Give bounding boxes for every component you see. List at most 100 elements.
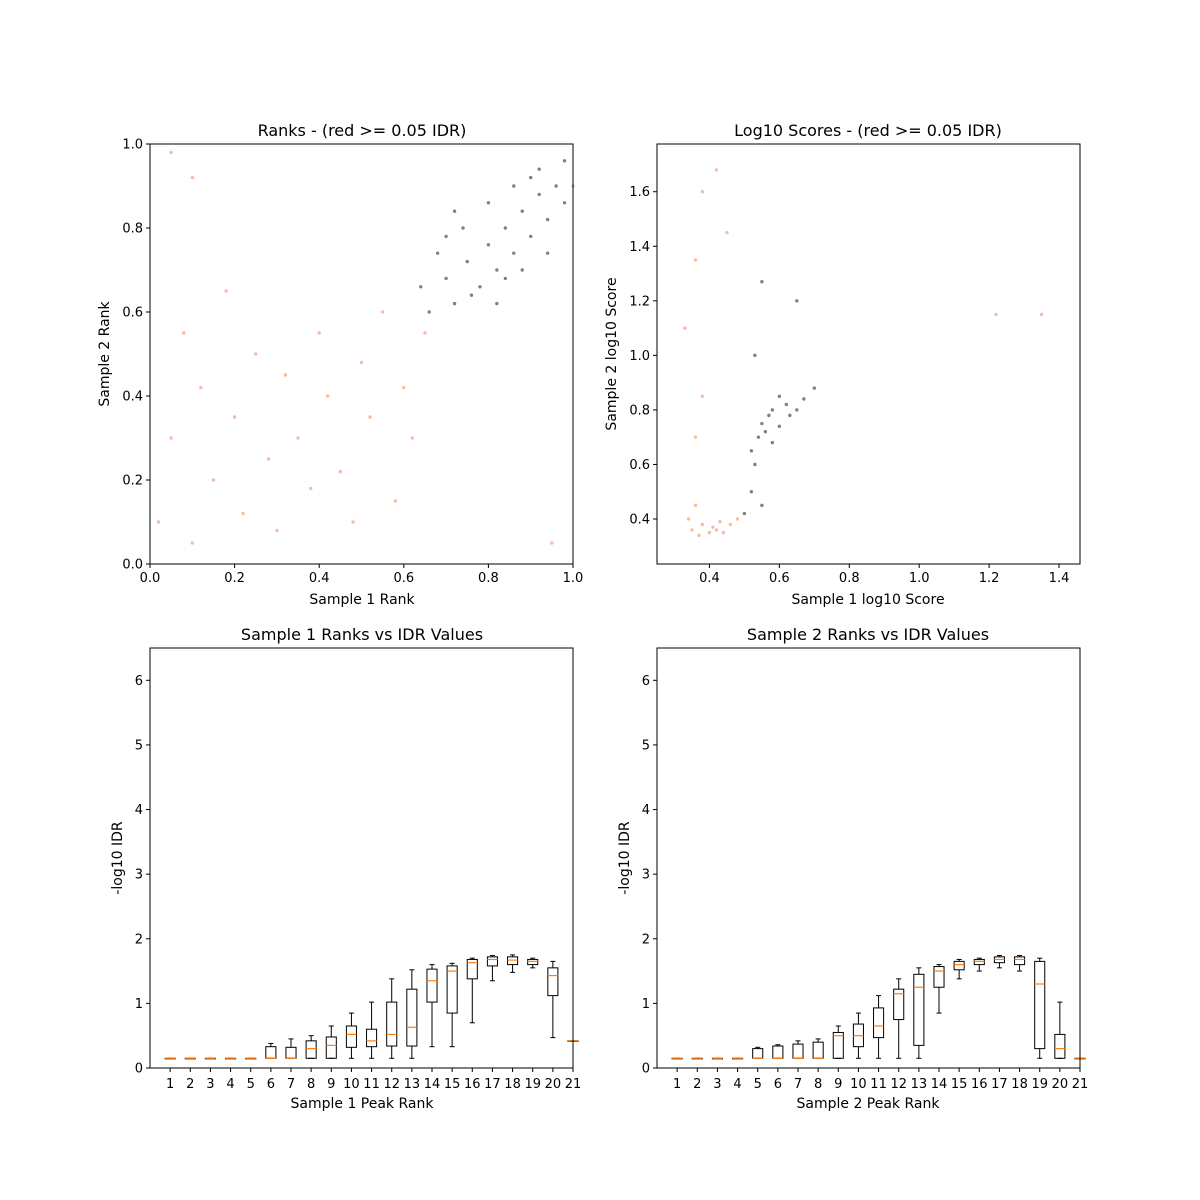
box-body bbox=[893, 988, 905, 1021]
scatter-point-1-1-13 bbox=[693, 258, 698, 262]
scatter-point-0-1-11 bbox=[275, 528, 279, 533]
box-8 bbox=[305, 1035, 317, 1059]
scatter-point-1-1-0 bbox=[690, 528, 694, 532]
sample2-idr-boxplot-panel: Sample 2 Ranks vs IDR Values 1 2 3 4 5 6 7 8 9 10… bbox=[617, 625, 1088, 1112]
scatter-point-0-0-4 bbox=[478, 285, 482, 289]
y-tick-label: 0.2 bbox=[122, 474, 143, 489]
x-tick-label: 0.6 bbox=[393, 571, 414, 586]
scatter-point-0-1-13 bbox=[296, 436, 300, 440]
scatter-point-0-0-15 bbox=[435, 251, 440, 255]
box-9 bbox=[832, 1025, 844, 1059]
x-tick-label: 18 bbox=[1011, 1077, 1028, 1092]
scatter-point-1-0-17 bbox=[777, 394, 782, 398]
box-1 bbox=[671, 1057, 683, 1060]
x-tick-label: 19 bbox=[524, 1077, 541, 1092]
scatter-point-0-0-10 bbox=[529, 234, 533, 239]
box-body bbox=[466, 958, 478, 980]
scatter-point-1-0-7 bbox=[770, 408, 775, 412]
scatter-point-0-0-5 bbox=[486, 243, 491, 247]
scatter-point-1-0-1 bbox=[749, 490, 754, 494]
box-12 bbox=[893, 978, 905, 1059]
y-tick-label: 0.4 bbox=[122, 390, 143, 405]
box-body bbox=[446, 965, 458, 1014]
ranks-title: Ranks - (red >= 0.05 IDR) bbox=[258, 121, 467, 140]
box-12 bbox=[386, 978, 398, 1059]
scatter-point-0-0-13 bbox=[554, 184, 558, 188]
x-tick-label: 21 bbox=[565, 1077, 582, 1092]
box-body bbox=[933, 966, 945, 988]
x-tick-label: 1 bbox=[673, 1077, 681, 1092]
scatter-point-0-1-26 bbox=[169, 150, 173, 155]
box-body bbox=[873, 1007, 885, 1039]
scatter-point-1-0-11 bbox=[795, 408, 799, 412]
scatter-point-0-1-22 bbox=[393, 499, 398, 503]
box-body bbox=[792, 1043, 804, 1059]
box-16 bbox=[973, 957, 985, 972]
box-body bbox=[1014, 956, 1026, 966]
scatter-point-0-0-12 bbox=[545, 217, 550, 222]
box-5 bbox=[245, 1057, 257, 1060]
scatter-point-1-0-12 bbox=[802, 397, 806, 401]
scatter-point-1-1-10 bbox=[686, 517, 691, 521]
scatter-point-1-1-17 bbox=[700, 394, 705, 398]
scatter-point-1-1-9 bbox=[735, 517, 740, 521]
scatter-point-1-0-15 bbox=[760, 503, 764, 508]
scatter-point-0-0-17 bbox=[486, 201, 491, 205]
x-tick-label: 14 bbox=[931, 1077, 948, 1092]
x-tick-label: 9 bbox=[327, 1077, 335, 1092]
x-tick-label: 0.0 bbox=[140, 571, 161, 586]
scatter-point-1-0-0 bbox=[742, 511, 747, 516]
box-body bbox=[285, 1046, 297, 1059]
y-tick-label: 1 bbox=[642, 997, 650, 1012]
scatter-point-0-0-11 bbox=[537, 192, 541, 197]
scatter-point-0-1-6 bbox=[224, 289, 228, 293]
scatter-point-1-1-3 bbox=[707, 530, 712, 535]
log10-scores-title: Log10 Scores - (red >= 0.05 IDR) bbox=[734, 121, 1002, 140]
scatter-point-0-0-18 bbox=[512, 184, 516, 188]
y-tick-label: 0.6 bbox=[122, 306, 143, 321]
ranks-ylabel: Sample 2 Rank bbox=[97, 300, 113, 406]
scatter-point-1-1-4 bbox=[711, 525, 715, 529]
box-7 bbox=[792, 1040, 804, 1059]
box-body bbox=[486, 956, 498, 967]
scatter-point-1-0-4 bbox=[760, 421, 764, 426]
scatter-point-1-0-8 bbox=[777, 424, 782, 428]
scatter-point-0-0-3 bbox=[465, 259, 469, 264]
x-tick-label: 19 bbox=[1031, 1077, 1048, 1092]
y-tick-label: 1.0 bbox=[122, 138, 143, 153]
box-2 bbox=[184, 1057, 196, 1060]
y-tick-label: 2 bbox=[135, 932, 143, 947]
scatter-point-0-1-1 bbox=[169, 436, 173, 440]
scatter-point-0-0-24 bbox=[520, 268, 524, 272]
scatter-point-1-0-16 bbox=[770, 440, 775, 445]
box-20 bbox=[547, 960, 559, 1039]
box-20 bbox=[1054, 1001, 1066, 1059]
box-14 bbox=[426, 964, 438, 1048]
box-body bbox=[953, 960, 965, 971]
y-tick-label: 0 bbox=[642, 1062, 650, 1077]
scatter-point-1-1-16 bbox=[725, 230, 729, 235]
scatter-point-0-1-24 bbox=[410, 436, 414, 440]
scatter-point-0-1-3 bbox=[190, 541, 194, 545]
scatter-point-0-0-20 bbox=[419, 285, 423, 289]
x-tick-label: 6 bbox=[267, 1077, 275, 1092]
scatter-point-1-1-12 bbox=[683, 326, 687, 330]
y-tick-label: 0.8 bbox=[629, 403, 650, 418]
x-tick-label: 1.0 bbox=[909, 571, 930, 586]
x-tick-label: 1.2 bbox=[979, 571, 1000, 586]
scatter-point-1-1-19 bbox=[994, 312, 998, 317]
scatter-point-1-0-3 bbox=[756, 435, 761, 439]
x-tick-label: 13 bbox=[404, 1077, 421, 1092]
sample1-axes-frame bbox=[149, 647, 574, 1069]
y-tick-label: 0 bbox=[135, 1062, 143, 1077]
scatter-point-1-1-2 bbox=[700, 522, 705, 527]
scatter-point-1-0-2 bbox=[753, 462, 757, 467]
x-tick-label: 13 bbox=[911, 1077, 928, 1092]
box-19 bbox=[527, 957, 539, 969]
x-tick-label: 0.4 bbox=[309, 571, 330, 586]
box-18 bbox=[507, 954, 519, 973]
scatter-point-1-1-14 bbox=[700, 190, 705, 194]
scatter-point-1-1-6 bbox=[718, 520, 722, 524]
box-body bbox=[345, 1025, 357, 1048]
box-14 bbox=[933, 964, 945, 1014]
